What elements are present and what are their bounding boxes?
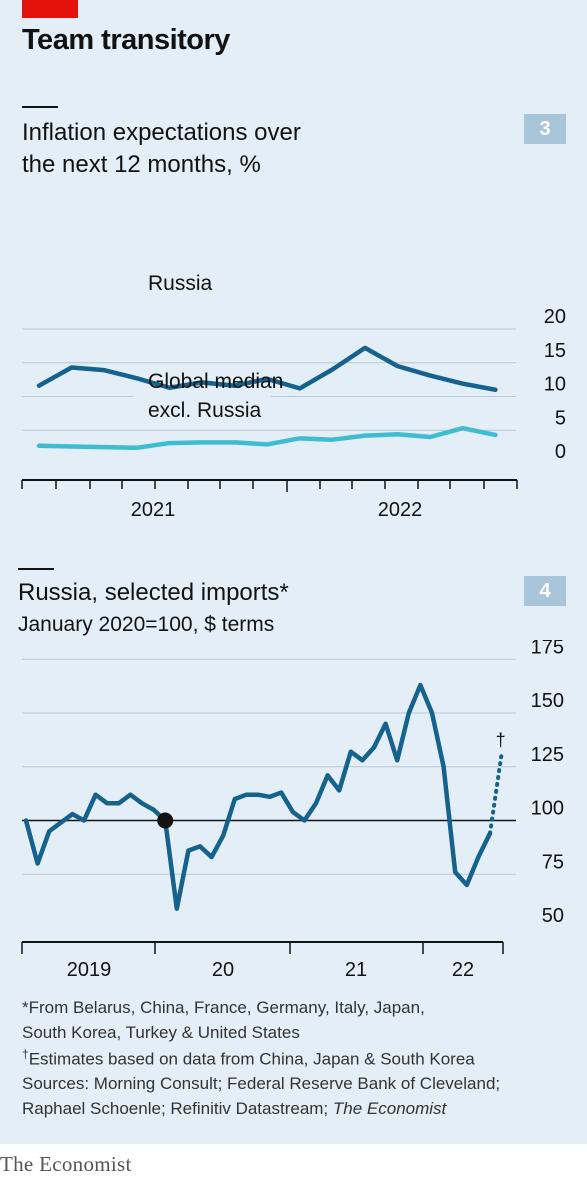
footnote-sources-italic: The Economist bbox=[332, 1099, 447, 1118]
y-tick-label-20: 20 bbox=[544, 306, 566, 328]
footnote-star-line-2: South Korea, Turkey & United States bbox=[22, 1023, 300, 1042]
series-line-estimates bbox=[488, 751, 504, 836]
x-tick-label-2022: 2022 bbox=[378, 499, 423, 521]
y-tick-label-15: 15 bbox=[544, 340, 566, 362]
footnote-sources-line-1: Sources: Morning Consult; Federal Reserv… bbox=[22, 1074, 501, 1093]
chart4-number-badge: 4 bbox=[524, 576, 566, 606]
y-tick-label-0: 0 bbox=[555, 441, 566, 463]
footnote-dagger-text: Estimates based on data from China, Japa… bbox=[28, 1049, 475, 1069]
x-tick-label-20: 20 bbox=[212, 959, 234, 981]
chart3-title-line-1: Inflation expectations over bbox=[22, 119, 301, 146]
brand-red-tag bbox=[22, 0, 78, 18]
chart4-title: Russia, selected imports* bbox=[18, 579, 289, 606]
footnote-star-line-1: *From Belarus, China, France, Germany, I… bbox=[22, 998, 425, 1017]
estimate-dagger-marker: † bbox=[496, 730, 506, 750]
x-tick-label-21: 21 bbox=[345, 959, 367, 981]
series-label-global-median-line-2: excl. Russia bbox=[148, 399, 262, 422]
y-tick-label-150: 150 bbox=[531, 690, 564, 712]
series-line-russia bbox=[36, 345, 498, 392]
global-label-bg bbox=[133, 396, 271, 424]
reference-point-marker bbox=[157, 812, 174, 829]
y-tick-label-75: 75 bbox=[542, 851, 564, 873]
chart-panel bbox=[0, 0, 587, 1144]
chart3-rule bbox=[22, 106, 58, 108]
series-label-russia: Russia bbox=[148, 272, 213, 295]
footnote-dagger-symbol: † bbox=[22, 1047, 29, 1061]
chart4-subtitle: January 2020=100, $ terms bbox=[18, 613, 275, 636]
y-tick-label-175: 175 bbox=[531, 640, 564, 658]
chart3-number-badge: 3 bbox=[524, 114, 566, 144]
series-line-imports bbox=[23, 682, 493, 911]
inflation-expectations-chart: 0 5 10 15 20 2021 2022 Russia Global median excl.… bbox=[21, 266, 566, 521]
y-tick-label-125: 125 bbox=[531, 744, 564, 766]
y-tick-label-10: 10 bbox=[544, 374, 566, 396]
russia-imports-chart: 50 75 100 125 150 175 2019 20 21 22 † bbox=[21, 640, 564, 981]
y-tick-label-5: 5 bbox=[555, 407, 566, 429]
x-tick-label-22: 22 bbox=[452, 959, 474, 981]
x-tick-label-2021: 2021 bbox=[131, 499, 176, 521]
footnote-sources-text: Raphael Schoenle; Refinitiv Datastream; bbox=[22, 1099, 333, 1118]
chart3-title-line-2: the next 12 months, % bbox=[22, 151, 261, 178]
chart4-rule bbox=[18, 568, 54, 570]
y-tick-label-50: 50 bbox=[542, 905, 564, 927]
footnote-sources-line-2: Raphael Schoenle; Refinitiv Datastream; … bbox=[22, 1099, 446, 1119]
economist-logo: The Economist bbox=[0, 1152, 132, 1176]
main-title: Team transitory bbox=[22, 24, 230, 56]
y-tick-label-100: 100 bbox=[531, 798, 564, 820]
x-tick-label-2019: 2019 bbox=[67, 959, 112, 981]
russia-label-bg bbox=[138, 266, 222, 296]
series-label-global-median-line-1: Global median bbox=[148, 370, 283, 393]
footnote-dagger: †Estimates based on data from China, Jap… bbox=[22, 1047, 475, 1070]
series-line-global-median bbox=[36, 425, 498, 451]
